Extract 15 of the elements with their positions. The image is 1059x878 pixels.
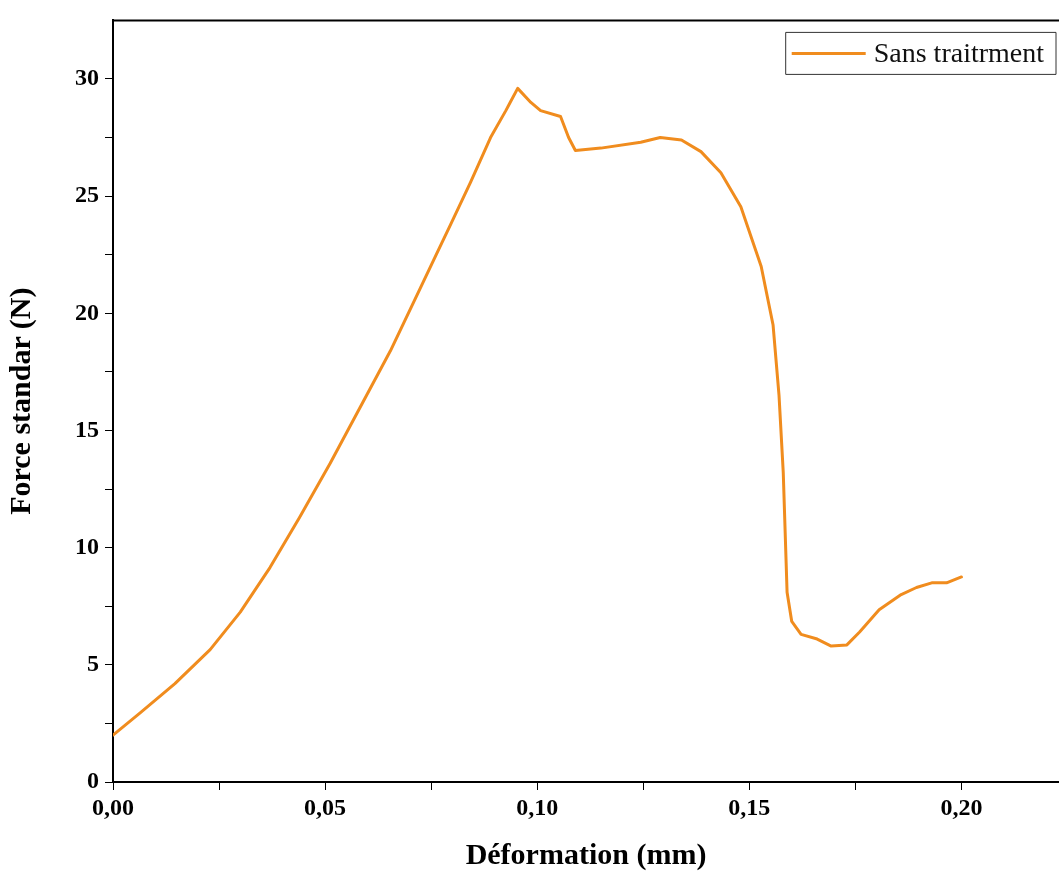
x-tick-label: 0,15 <box>728 793 771 820</box>
y-tick-label: 30 <box>75 64 99 91</box>
y-axis-title: Force standar (N) <box>2 287 37 515</box>
x-axis-title: Déformation (mm) <box>465 836 707 871</box>
x-tick-label: 0,05 <box>304 793 347 820</box>
y-tick-label: 5 <box>87 650 99 677</box>
x-tick-label: 0,20 <box>940 793 983 820</box>
x-tick-label: 0,00 <box>92 793 134 820</box>
legend-label: Sans traitrment <box>873 36 1045 68</box>
y-tick-label: 0 <box>87 767 99 794</box>
x-tick-label: 0,10 <box>516 793 559 820</box>
y-tick-label: 25 <box>75 181 99 208</box>
y-tick-label: 15 <box>75 415 99 442</box>
y-tick-label: 10 <box>75 532 99 559</box>
y-tick-label: 20 <box>75 298 99 325</box>
